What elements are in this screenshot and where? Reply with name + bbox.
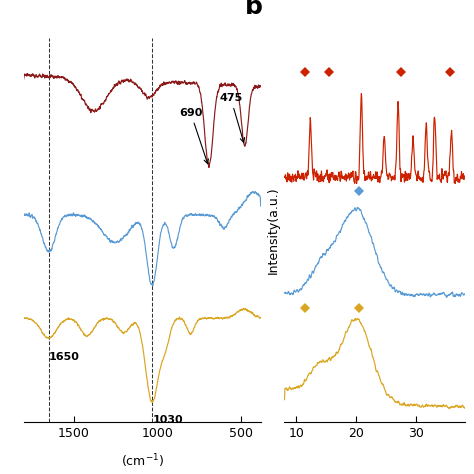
Text: 475: 475 — [219, 93, 245, 142]
Text: 690: 690 — [179, 108, 209, 164]
Y-axis label: Intensity(a.u.): Intensity(a.u.) — [267, 186, 280, 273]
Text: (cm$^{-1}$): (cm$^{-1}$) — [121, 453, 164, 470]
Text: b: b — [245, 0, 263, 18]
Text: 1650: 1650 — [49, 352, 80, 362]
Text: 1030: 1030 — [152, 415, 183, 425]
